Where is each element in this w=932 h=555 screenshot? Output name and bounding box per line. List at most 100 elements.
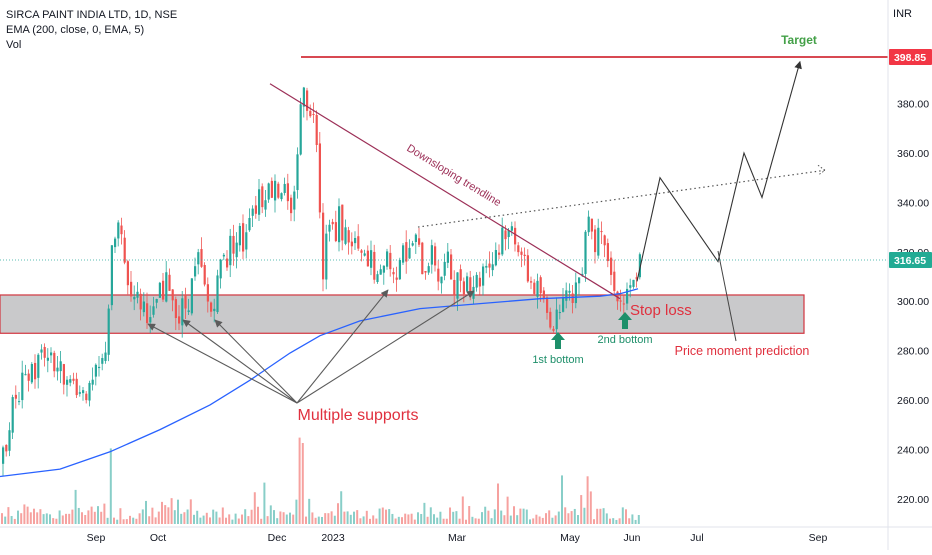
volume-bar: [609, 518, 611, 524]
candle-body: [235, 242, 238, 258]
dotted-line-arrowhead: [817, 164, 826, 176]
second-bottom-arrow: [618, 312, 632, 329]
candle-body: [258, 189, 261, 215]
candle-body: [594, 229, 597, 253]
volume-bar: [167, 507, 170, 524]
volume-bar: [250, 509, 253, 524]
volume-bar: [445, 518, 448, 524]
candle-body: [354, 237, 357, 244]
first-bottom-arrow: [551, 332, 565, 349]
price-tick-label: 280.00: [897, 346, 929, 358]
volume-bar: [1, 513, 3, 524]
candle-body: [299, 104, 302, 155]
candle-body: [219, 259, 222, 279]
candle-body: [584, 231, 587, 274]
volume-bar: [170, 498, 173, 524]
time-tick-label: Jul: [690, 532, 703, 544]
price-prediction-label: Price moment prediction: [675, 344, 810, 358]
candle-body: [382, 265, 385, 273]
volume-bar: [631, 514, 634, 524]
candle-body: [507, 230, 510, 238]
candle-body: [162, 280, 165, 300]
volume-bar: [196, 510, 199, 524]
candle-body: [587, 216, 590, 233]
candle-body: [632, 279, 635, 287]
candle-body: [590, 218, 593, 232]
candle-body: [5, 444, 8, 452]
volume-bar: [362, 516, 365, 524]
multiple-supports-label: Multiple supports: [298, 407, 419, 424]
volume-bar: [580, 495, 583, 524]
volume-bar: [276, 518, 279, 524]
volume-layer: [1, 437, 640, 524]
ema-indicator-label[interactable]: EMA (200, close, 0, EMA, 5): [6, 24, 145, 36]
volume-bar: [282, 512, 285, 524]
candle-body: [66, 379, 69, 385]
stop-loss-label: Stop loss: [630, 302, 692, 319]
candle-body: [408, 247, 411, 259]
volume-bar: [209, 517, 211, 524]
candle-body: [558, 312, 561, 314]
volume-bar: [151, 507, 154, 524]
downsloping-trendline: [269, 83, 621, 300]
candle-body: [360, 250, 363, 253]
candle-body: [462, 281, 465, 295]
volume-bar: [237, 518, 240, 524]
volume-bar: [244, 509, 247, 524]
candle-body: [82, 390, 85, 394]
candle-body: [414, 234, 417, 243]
candle-body: [190, 278, 193, 314]
volume-bar: [561, 475, 563, 524]
candle-body: [181, 298, 184, 326]
candle-body: [427, 266, 430, 273]
candle-body: [286, 183, 289, 202]
volume-bar: [145, 500, 147, 524]
volume-indicator-label[interactable]: Vol: [6, 39, 22, 51]
candle-body: [331, 221, 334, 225]
volume-bar: [122, 519, 125, 524]
candle-body: [613, 271, 616, 291]
candle-body: [421, 242, 424, 275]
time-tick-label: Jun: [624, 532, 641, 544]
volume-bar: [199, 517, 202, 524]
candle-body: [238, 226, 241, 246]
candle-body: [27, 373, 30, 381]
candle-body: [498, 252, 501, 255]
support-pointer-arrow: [214, 319, 298, 404]
volume-bar: [548, 510, 551, 524]
volume-bar: [84, 514, 87, 524]
candle-body: [155, 298, 158, 303]
symbol-title[interactable]: SIRCA PAINT INDIA LTD, 1D, NSE: [6, 9, 178, 21]
volume-bar: [391, 513, 394, 524]
candle-body: [565, 290, 568, 301]
volume-bar: [634, 519, 637, 524]
candle-body: [213, 308, 216, 312]
volume-bar: [74, 489, 77, 524]
volume-bar: [292, 514, 295, 524]
volume-bar: [487, 510, 490, 524]
volume-bar: [538, 516, 541, 524]
volume-bar: [477, 518, 480, 524]
price-tick-label: 340.00: [897, 197, 929, 209]
volume-bar: [436, 517, 439, 524]
candle-body: [347, 230, 350, 243]
candle-body: [600, 231, 603, 233]
volume-bar: [401, 517, 403, 524]
currency-label: INR: [893, 8, 912, 20]
time-tick-label: Sep: [87, 532, 106, 544]
candle-body: [389, 252, 392, 270]
ema-200-line: [0, 288, 639, 478]
volume-bar: [148, 516, 151, 524]
candle-body: [72, 378, 75, 381]
candle-body: [606, 243, 609, 262]
target-price-tag-text: 398.85: [894, 52, 926, 64]
candle-body: [101, 358, 104, 364]
candle-body: [34, 362, 37, 380]
candle-body: [248, 217, 251, 231]
volume-bar: [154, 517, 157, 524]
time-tick-label: Mar: [448, 532, 467, 544]
volume-bar: [605, 513, 608, 524]
